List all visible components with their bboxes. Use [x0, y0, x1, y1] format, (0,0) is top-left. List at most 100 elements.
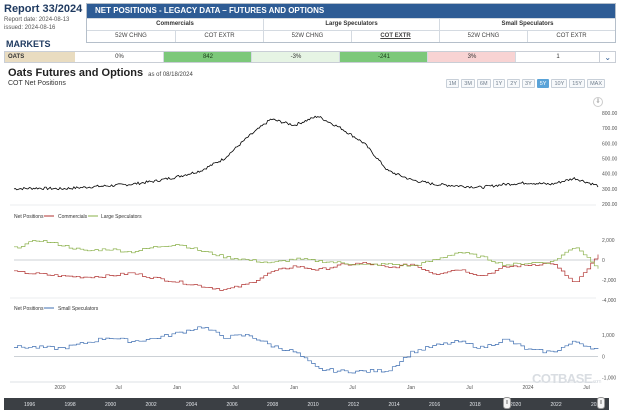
navigator-year-label: 2008	[267, 402, 279, 408]
cotbase-watermark: COTBASE.com	[532, 371, 601, 386]
range-button-1y[interactable]: 1Y	[492, 79, 506, 88]
range-button-15y[interactable]: 15Y	[569, 79, 586, 88]
cot-subheader-row: 52W CHNG COT EXTR 52W CHNG COT EXTR 52W …	[87, 30, 615, 42]
report-date: Report date: 2024-08-13	[4, 17, 70, 23]
small-y-tick: 1,000	[602, 333, 615, 339]
small-spec-52w-chng: 3%	[427, 52, 516, 62]
legend-net-positions-small: Net Positions	[14, 306, 44, 312]
cot-table-title: NET POSITIONS - LEGACY DATA – FUTURES AN…	[87, 4, 615, 18]
navigator-year-label: 2022	[550, 402, 562, 408]
small-y-tick: 0	[602, 354, 605, 360]
large-spec-cot-extr: -241	[339, 52, 428, 62]
x-axis-label: Jul	[232, 385, 238, 391]
group-small-speculators: Small Speculators	[439, 19, 615, 30]
commercials-52w-chng: 0%	[115, 54, 124, 60]
navigator-year-label: 2018	[469, 402, 481, 408]
price-y-tick: 700.00	[602, 126, 618, 132]
navigator-years: 1996 1998 2000 2002 2004 2006 2008 2010 2012 2014…	[4, 400, 609, 410]
navigator-year-label: 2002	[145, 402, 157, 408]
price-y-tick: 500.00	[602, 157, 618, 163]
issued-date: issued: 2024-08-16	[4, 25, 56, 31]
commercials-line	[14, 254, 599, 291]
subheader-52w-chng[interactable]: 52W CHNG	[439, 31, 527, 42]
legend-commercials[interactable]: Commercials	[58, 214, 88, 220]
range-button-5y[interactable]: 5Y	[536, 79, 550, 88]
cot-table: NET POSITIONS - LEGACY DATA – FUTURES AN…	[86, 3, 616, 43]
subheader-52w-chng[interactable]: 52W CHNG	[115, 33, 147, 39]
navigator-year-label: 2006	[226, 402, 238, 408]
cot-group-row: Commercials Large Speculators Small Spec…	[87, 18, 615, 30]
small-y-tick: -1,000	[602, 376, 616, 382]
navigator-year-label: 2000	[105, 402, 117, 408]
x-axis-label: Jul	[349, 385, 355, 391]
chevron-down-icon[interactable]: ⌄	[599, 52, 615, 62]
navigator-year-label: 1996	[24, 402, 36, 408]
cot-chart-area: Net Positions Commercials Large Speculat…	[10, 111, 618, 391]
netpos-y-tick: 2,000	[602, 238, 615, 244]
navigator-year-label: 2024	[591, 402, 602, 408]
price-y-tick: 800.00	[602, 111, 618, 117]
range-button-6m[interactable]: 6M	[476, 79, 491, 88]
market-values: 0% 842 -3% -241 3% 1	[75, 52, 599, 62]
watermark-suffix: .com	[592, 379, 601, 385]
legend-small-speculators[interactable]: Small Speculators	[58, 306, 99, 312]
range-button-2y[interactable]: 2Y	[507, 79, 521, 88]
chart-title-text: Oats Futures and Options	[8, 67, 144, 79]
range-button-max[interactable]: MAX	[587, 79, 605, 88]
commercials-cot-extr: 842	[163, 52, 252, 62]
small-spec-cot-extr: 1	[515, 52, 599, 62]
range-selector: 1M 3M 6M 1Y 2Y 3Y 5Y 10Y 15Y MAX	[445, 79, 605, 88]
range-button-3m[interactable]: 3M	[461, 79, 475, 88]
range-button-3y[interactable]: 3Y	[522, 79, 535, 88]
chart-as-of: as of 08/18/2024	[148, 72, 193, 78]
large-speculators-line	[14, 240, 599, 269]
group-large-speculators: Large Speculators	[263, 19, 439, 30]
legend-large-speculators[interactable]: Large Speculators	[101, 214, 142, 220]
range-button-1m[interactable]: 1M	[445, 79, 460, 88]
navigator-bar[interactable]	[4, 398, 609, 410]
netpos-y-tick: 0	[602, 258, 605, 264]
navigator-handle-left[interactable]: ‖	[503, 397, 511, 409]
x-axis-label: 2024	[522, 385, 533, 391]
price-y-tick: 200.00	[602, 202, 618, 208]
small-speculators-line	[14, 326, 599, 374]
netpos-y-tick: -2,000	[602, 278, 616, 284]
navigator-year-label: 2014	[388, 402, 400, 408]
navigator-year-label: 2010	[307, 402, 319, 408]
markets-label: MARKETS	[6, 39, 51, 49]
price-y-tick: 400.00	[602, 172, 618, 178]
navigator-year-label: 1998	[64, 402, 76, 408]
report-info: Report 33/2024 Report date: 2024-08-13 i…	[4, 3, 84, 32]
x-axis-label: Jan	[407, 385, 415, 391]
navigator-year-label: 2012	[348, 402, 360, 408]
group-commercials: Commercials	[156, 21, 194, 27]
x-axis-label: Jan	[173, 385, 181, 391]
download-icon[interactable]: ⇩	[593, 97, 603, 107]
watermark-text: COTBASE	[532, 371, 593, 386]
legend-net-positions: Net Positions	[14, 214, 44, 220]
x-axis-label: Jul	[115, 385, 121, 391]
price-y-tick: 600.00	[602, 141, 618, 147]
x-axis-label: Jan	[290, 385, 298, 391]
subheader-cot-extr[interactable]: COT EXTR	[527, 31, 615, 42]
netpos-y-tick: -4,000	[602, 298, 616, 304]
chart-subtitle: COT Net Positions	[8, 80, 66, 87]
large-spec-52w-chng: -3%	[251, 52, 340, 62]
navigator-year-label: 2016	[429, 402, 441, 408]
subheader-cot-extr[interactable]: COT EXTR	[351, 31, 439, 42]
price-y-tick: 300.00	[602, 187, 618, 193]
x-axis-label: 2020	[54, 385, 65, 391]
navigator-handle-right[interactable]: ‖	[597, 397, 605, 409]
x-axis-label: Jul	[466, 385, 472, 391]
range-button-10y[interactable]: 10Y	[551, 79, 568, 88]
chart-title: Oats Futures and Options as of 08/18/202…	[8, 67, 193, 79]
market-name[interactable]: OATS	[5, 52, 76, 62]
subheader-52w-chng[interactable]: 52W CHNG	[263, 31, 351, 42]
navigator-year-label: 2004	[186, 402, 198, 408]
report-title: Report 33/2024	[4, 3, 83, 15]
subheader-cot-extr[interactable]: COT EXTR	[175, 31, 263, 42]
market-row-oats[interactable]: OATS 0% 842 -3% -241 3% 1 ⌄	[4, 51, 616, 63]
x-axis-label: Jul	[583, 385, 589, 391]
navigator-year-label: 2020	[510, 402, 522, 408]
price-line	[13, 115, 599, 191]
